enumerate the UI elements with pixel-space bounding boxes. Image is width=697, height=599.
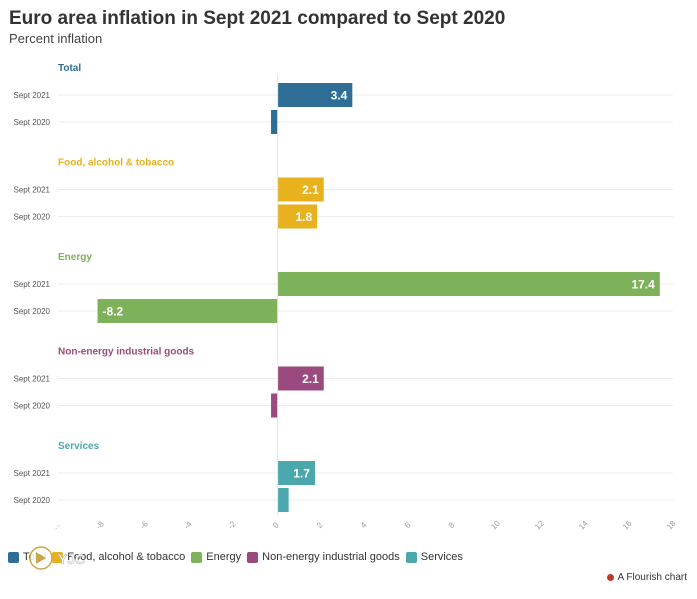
data-label: 17.4	[631, 278, 655, 292]
group-title-services: Services	[58, 441, 100, 452]
x-tick-label: 10	[489, 519, 502, 532]
data-label: 1.8	[295, 210, 312, 224]
bar-non-energy-industrial-goods-2020	[271, 393, 278, 418]
category-label: Sept 2020	[14, 402, 51, 411]
data-label: 2.1	[302, 372, 319, 386]
x-tick-label: 18	[665, 519, 678, 532]
bar-total-2020	[271, 110, 278, 134]
legend-label: Services	[420, 551, 463, 563]
category-label: Sept 2021	[14, 91, 51, 100]
flourish-logo-icon	[606, 574, 614, 581]
x-tick-label: -8	[94, 519, 106, 531]
legend-label: Energy	[206, 551, 242, 563]
legend-swatch	[8, 551, 19, 563]
x-tick-label: 6	[403, 520, 413, 530]
x-tick-label: 12	[533, 519, 546, 532]
chart-subtitle: Percent inflation	[9, 31, 103, 46]
x-tick-label: -4	[182, 519, 194, 531]
chart-title: Euro area inflation in Sept 2021 compare…	[9, 8, 506, 29]
category-label: Sept 2021	[14, 375, 51, 384]
legend-swatch	[247, 551, 259, 563]
category-label: Sept 2020	[14, 496, 51, 505]
x-tick-label: 2	[315, 520, 325, 530]
flourish-credit[interactable]: A Flourish chart	[606, 572, 687, 583]
bar-chart: Total Sept 2021 3.4 Sept 2020 Food, alcohol …	[14, 63, 678, 532]
x-tick-label: 16	[621, 519, 634, 532]
data-label: 3.4	[331, 89, 348, 103]
category-label: Sept 2020	[14, 213, 51, 222]
bar-food-alcohol-tobacco-2021	[277, 177, 324, 202]
data-label: -8.2	[103, 305, 124, 319]
x-tick-label: 8	[447, 520, 457, 530]
group-title-food-alcohol-tobacco: Food, alcohol & tobacco	[58, 158, 174, 169]
bar-food-alcohol-tobacco-2020	[277, 204, 318, 229]
legend-swatch	[405, 551, 417, 563]
group-title-non-energy-industrial-goods: Non-energy industrial goods	[58, 347, 195, 358]
bar-services-2021	[277, 461, 315, 485]
yjc-logo-watermark: YJC	[29, 546, 86, 570]
svg-text:YJC: YJC	[58, 551, 85, 567]
legend-item[interactable]: Energy	[191, 551, 241, 563]
category-label: Sept 2021	[14, 280, 51, 289]
legend-label: Food, alcohol & tobacco	[67, 551, 186, 563]
group-title-energy: Energy	[58, 252, 92, 263]
legend-item[interactable]: Non-energy industrial goods	[247, 551, 400, 563]
x-tick-label: -2	[226, 519, 238, 531]
x-tick-label: 4	[359, 520, 369, 530]
bar-services-2020	[277, 488, 289, 512]
bar-total-2021	[277, 83, 353, 107]
data-label: 2.1	[302, 183, 319, 197]
data-label: 1.7	[293, 467, 310, 481]
bar-energy-2021	[277, 272, 660, 296]
legend-label: Non-energy industrial goods	[262, 551, 400, 563]
bar-non-energy-industrial-goods-2021	[277, 366, 324, 391]
legend-swatch	[191, 551, 203, 563]
legend-item[interactable]: Food, alcohol & tobacco	[52, 551, 185, 563]
legend-item[interactable]: Services	[405, 551, 463, 563]
x-tick-label: 14	[577, 519, 590, 532]
credit-text: A Flourish chart	[617, 572, 687, 583]
category-label: Sept 2020	[14, 307, 51, 316]
category-label: Sept 2021	[14, 186, 51, 195]
category-label: Sept 2021	[14, 469, 51, 478]
legend-swatch	[52, 551, 64, 563]
category-label: Sept 2020	[14, 118, 51, 127]
bar-energy-2020	[97, 299, 278, 323]
x-tick-label: ...	[51, 520, 62, 531]
group-title-total: Total	[58, 63, 81, 74]
x-tick-label: -6	[138, 519, 150, 531]
x-tick-label: 0	[271, 520, 281, 530]
